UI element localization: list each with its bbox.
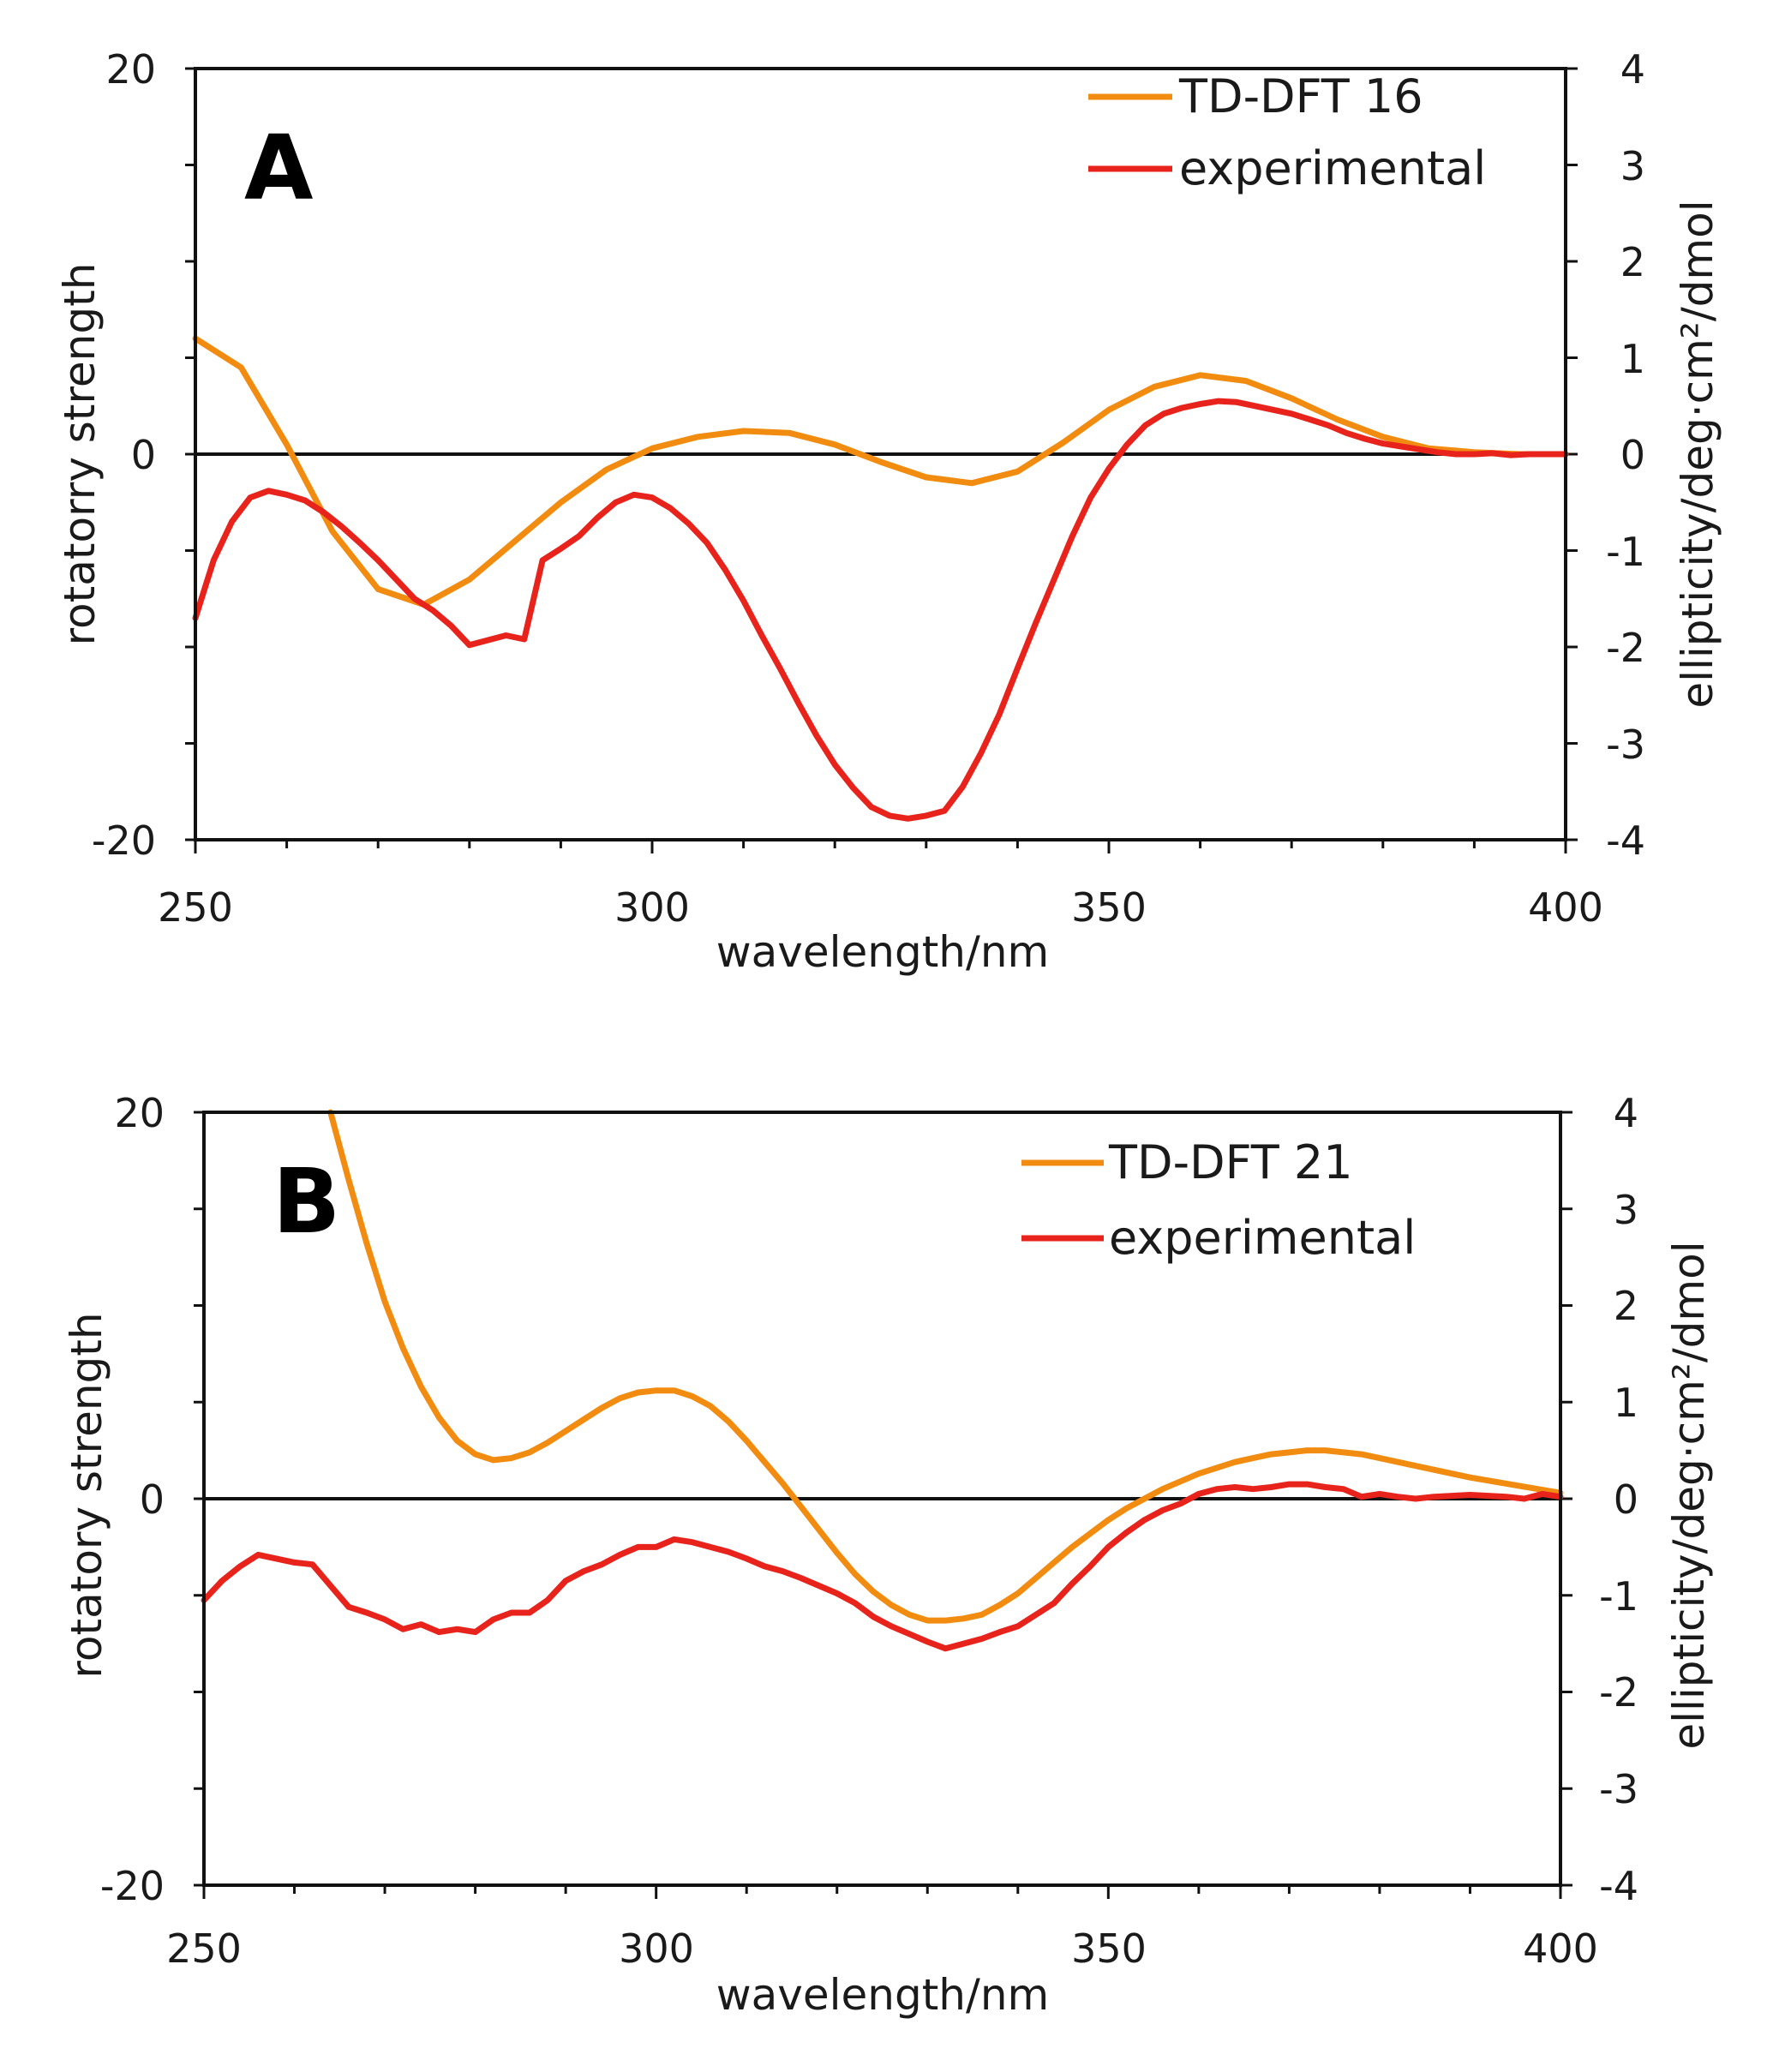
panel-a-y2-tick-3: 3 [1620,143,1645,189]
panel-a-legend: TD-DFT 16 experimental [1088,69,1486,195]
panel-a-series-tddft [192,335,1569,608]
panel-b-x-axis-title: wavelength/nm [716,1970,1050,2020]
panel-b-y-axis-title: rotatory strength [62,1312,111,1678]
panel-a-plot-frame [194,67,1567,841]
panel-a-y2-tick-2: 2 [1620,239,1645,285]
panel-a-x-tick-350: 350 [1071,884,1147,931]
panel-a-label: A [244,116,314,220]
panel-a-legend-label-tddft: TD-DFT 16 [1178,69,1423,123]
panel-b-label: B [273,1149,340,1254]
panel-a-y-tick-0: 0 [131,432,156,478]
panel-b-series-experimental [201,1481,1564,1652]
panel-b-y2-tick-4: 4 [1614,1090,1638,1136]
panel-b-y2-tick-minus1: -1 [1599,1573,1638,1620]
panel-b-y2-tick-minus4: -4 [1599,1863,1638,1909]
panel-a-x-axis-title: wavelength/nm [716,927,1050,977]
panel-b-y2-axis-title: ellipticity/deg·cm²/dmol [1664,1241,1714,1749]
panel-b-legend: TD-DFT 21 experimental [1021,1135,1416,1265]
panel-a-y2-tick-minus4: -4 [1606,817,1645,864]
panel-b-plot-frame [202,1111,1562,1887]
panel-a-y2-tick-minus3: -3 [1606,722,1645,768]
panel-a-series-experimental [192,398,1569,822]
panel-b-y-tick-minus20: -20 [100,1863,165,1909]
panel-a-y-axis-title: rotatorry strength [55,263,105,646]
panel-b-x-tick-250: 250 [166,1925,242,1972]
panel-a-y2-tick-minus1: -1 [1606,529,1645,575]
panel-b-x-tick-400: 400 [1523,1925,1598,1972]
panel-a: 20 0 -20 4 3 2 1 0 -1 -2 -3 -4 250 300 3… [55,46,1722,977]
panel-a-y2-tick-0: 0 [1620,432,1645,478]
panel-a-x-tick-250: 250 [158,884,233,931]
panel-a-y-tick-minus20: -20 [92,817,156,864]
panel-b: 20 0 -20 4 3 2 1 0 -1 -2 -3 -4 250 300 3… [62,1090,1714,2020]
panel-a-x-tick-400: 400 [1528,884,1603,931]
panel-a-y2-tick-1: 1 [1620,336,1645,382]
panel-b-legend-label-experimental: experimental [1109,1211,1416,1265]
panel-b-y2-tick-minus3: -3 [1599,1766,1638,1812]
panel-b-y-tick-20: 20 [114,1090,165,1136]
panel-b-x-tick-300: 300 [619,1925,694,1972]
panel-b-x-tick-350: 350 [1071,1925,1147,1972]
panel-b-y2-tick-0: 0 [1614,1476,1638,1523]
panel-a-y2-tick-4: 4 [1620,46,1645,93]
panel-a-y2-axis-title: ellipticity/deg·cm²/dmol [1673,200,1722,708]
panel-b-y-tick-0: 0 [140,1476,165,1523]
panel-b-legend-label-tddft: TD-DFT 21 [1108,1135,1353,1189]
panel-a-legend-label-experimental: experimental [1179,141,1486,195]
panel-a-y2-tick-minus2: -2 [1606,625,1645,671]
panel-b-y2-tick-2: 2 [1614,1283,1638,1329]
panel-b-y2-tick-3: 3 [1614,1187,1638,1233]
panel-b-y2-tick-minus2: -2 [1599,1669,1638,1716]
panel-b-y2-tick-1: 1 [1614,1380,1638,1426]
panel-a-y-tick-20: 20 [105,46,156,93]
panel-a-x-tick-300: 300 [614,884,690,931]
panel-b-series-tddft [327,1109,1564,1624]
